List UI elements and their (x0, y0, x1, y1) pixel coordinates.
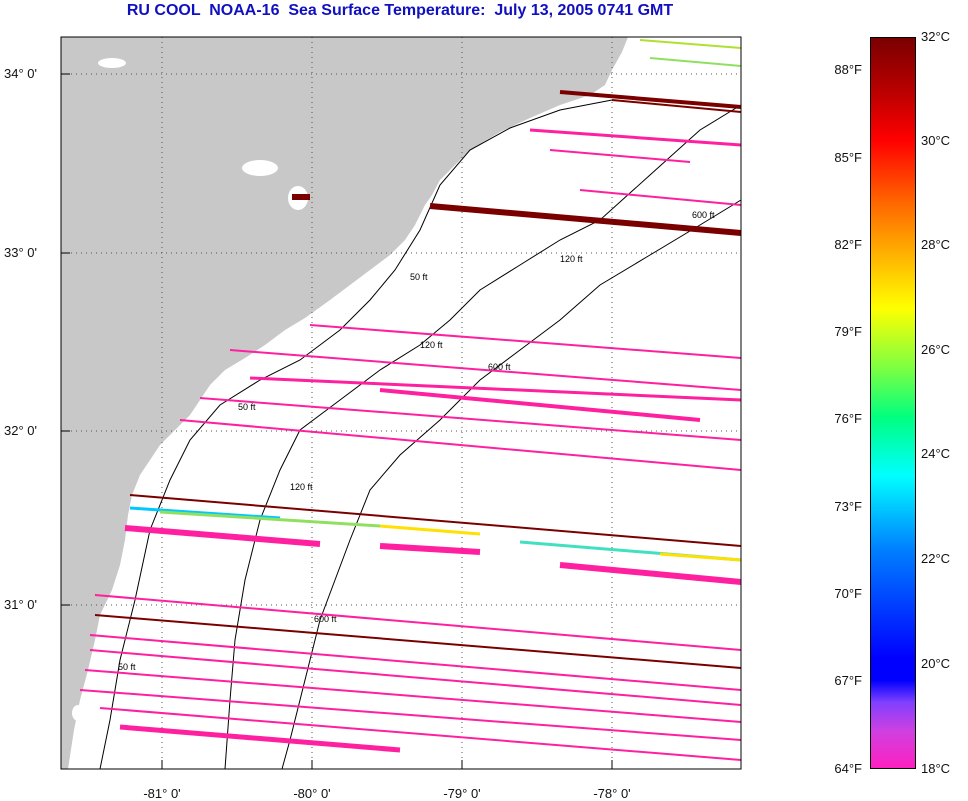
sst-streak (309, 324, 742, 359)
contour-label: 50 ft (118, 662, 136, 672)
colorbar (870, 37, 916, 769)
colorbar-label-f: 64°F (834, 761, 862, 776)
sst-streak (159, 510, 381, 528)
sst-streak (84, 669, 742, 723)
contour-label: 600 ft (488, 362, 511, 372)
colorbar-label-f: 85°F (834, 150, 862, 165)
sst-streak (579, 189, 742, 206)
colorbar-label-c: 18°C (921, 761, 951, 776)
colorbar-label-c: 32°C (921, 29, 951, 44)
contour-label: 600 ft (692, 210, 715, 220)
colorbar-label-c: 24°C (921, 446, 951, 461)
sst-streak (649, 57, 742, 67)
sst-swaths (79, 39, 742, 761)
lon-label: -79° 0' (443, 786, 481, 801)
colorbar-label-f: 82°F (834, 237, 862, 252)
contour-label: 50 ft (238, 402, 256, 412)
contour-label: 120 ft (290, 482, 313, 492)
map-frame (60, 36, 742, 770)
contour-50ft (99, 99, 613, 770)
sst-streak (229, 349, 742, 391)
contour-600ft (281, 199, 742, 770)
colorbar-label-c: 26°C (921, 342, 951, 357)
map-title: RU COOL NOAA-16 Sea Surface Temperature:… (126, 2, 674, 19)
sst-streak (529, 128, 742, 147)
sst-streak (179, 419, 742, 471)
colorbar-label-f: 88°F (834, 62, 862, 77)
contour-120ft (224, 104, 742, 770)
colorbar-label-f: 76°F (834, 411, 862, 426)
isobath-contours (99, 99, 742, 770)
sst-streak (559, 90, 742, 109)
graticule (61, 37, 741, 769)
contour-label: 120 ft (420, 340, 443, 350)
colorbar-label-f: 79°F (834, 324, 862, 339)
axis-ticks (61, 73, 613, 769)
sst-streak (89, 649, 742, 706)
inland-lake (242, 160, 278, 176)
lat-label: 33° 0' (4, 245, 37, 260)
inland-lake (98, 58, 126, 68)
sst-streak (129, 506, 281, 520)
contour-label: 120 ft (560, 254, 583, 264)
contour-label: 50 ft (410, 272, 428, 282)
lon-label: -80° 0' (293, 786, 331, 801)
sst-streak (379, 388, 701, 422)
colorbar-label-c: 22°C (921, 551, 951, 566)
contour-labels: 50 ft 120 ft 600 ft 50 ft 120 ft 600 ft … (118, 210, 715, 672)
land (61, 37, 628, 769)
colorbar-label-f: 67°F (834, 673, 862, 688)
sst-streak (99, 707, 742, 761)
sst-streak (639, 39, 742, 49)
sst-streak (611, 99, 742, 113)
sst-streak (429, 203, 742, 236)
sst-streak (559, 562, 742, 585)
sst-streak (79, 689, 742, 741)
sst-streak (94, 614, 742, 669)
sst-streak (549, 149, 691, 163)
hot-pixel (292, 194, 310, 200)
inland-lake (72, 705, 84, 721)
colorbar-label-c: 30°C (921, 133, 951, 148)
lat-label: 34° 0' (4, 66, 37, 81)
colorbar-label-c: 20°C (921, 656, 951, 671)
contour-label: 600 ft (314, 614, 337, 624)
sst-streak (129, 494, 742, 547)
lon-label: -78° 0' (593, 786, 631, 801)
lat-label: 32° 0' (4, 423, 37, 438)
colorbar-label-f: 70°F (834, 586, 862, 601)
sst-streak (124, 525, 321, 547)
sst-streak (119, 724, 401, 753)
sst-streak (379, 524, 481, 536)
sst-streak (89, 634, 742, 691)
lat-label: 31° 0' (4, 597, 37, 612)
colorbar-label-c: 28°C (921, 237, 951, 252)
sst-streak (94, 594, 742, 651)
sst-streak (379, 543, 481, 555)
sst-streak (199, 397, 742, 441)
colorbar-label-f: 73°F (834, 499, 862, 514)
lon-label: -81° 0' (143, 786, 181, 801)
sst-streak (659, 552, 742, 562)
sst-streak (249, 376, 742, 402)
